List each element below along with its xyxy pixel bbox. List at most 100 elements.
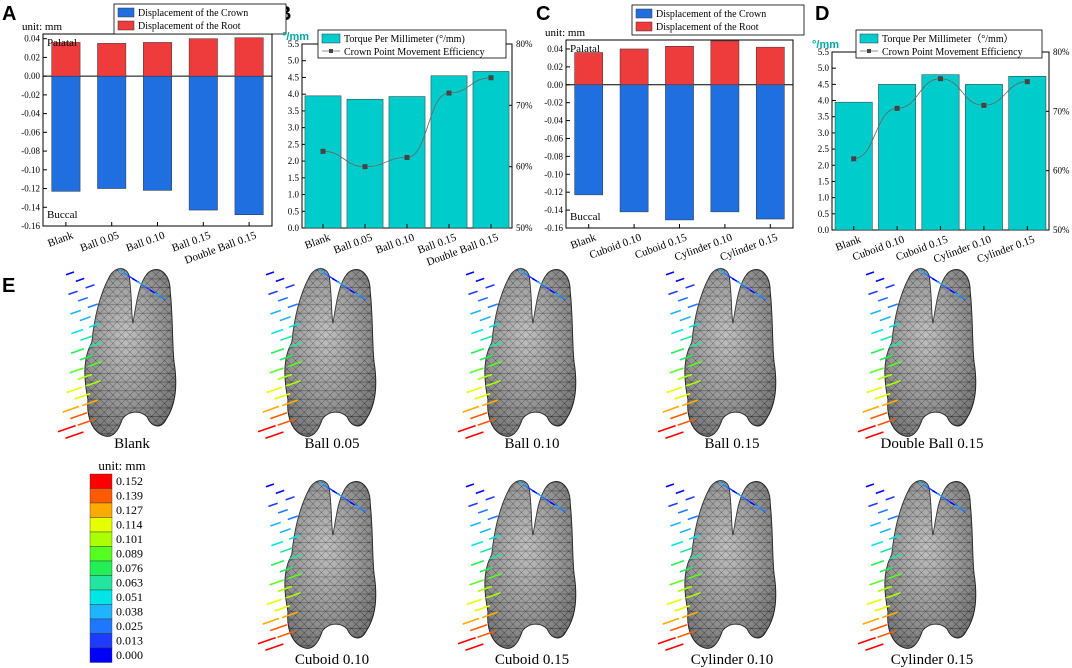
legend-box (317, 29, 507, 59)
displacement-arrow (462, 405, 480, 413)
displacement-arrow (866, 386, 883, 394)
y-tick-label: 0.5 (288, 206, 300, 216)
displacement-arrow (465, 483, 475, 488)
color-bar-legend: unit: mm0.1520.1390.1270.1140.1010.0890.… (89, 458, 146, 663)
y-tick-label: 2.5 (818, 144, 830, 154)
unit-label: unit: mm (22, 21, 62, 33)
bar-root (97, 43, 127, 77)
y-tick-label: -0.10 (21, 165, 40, 175)
y-tick-label: 4.5 (288, 72, 300, 82)
y2-tick-label: 60% (516, 162, 533, 172)
displacement-arrow (871, 328, 884, 335)
displacement-arrow (877, 508, 889, 514)
displacement-arrow (675, 489, 685, 495)
displacement-arrow (279, 354, 294, 361)
displacement-arrow (277, 418, 296, 426)
displacement-arrow (558, 507, 567, 513)
displacement-arrow (674, 392, 691, 400)
displacement-arrow (681, 399, 699, 407)
tooth-model: Ball 0.05 (257, 268, 377, 452)
tooth-model: Ball 0.10 (457, 268, 577, 452)
displacement-arrow (681, 611, 699, 619)
displacement-arrow (487, 303, 499, 309)
chart-b: 0.0 0.5 1.0 1.5 2.0 2.5 3.0 3.5 4.0 4.5 5.0 5.5 50% 6… (282, 29, 533, 269)
y-tick-label: -0.04 (544, 116, 563, 126)
y-tick-label: -0.02 (21, 90, 40, 100)
panel-letter-c: C (536, 3, 550, 25)
displacement-arrow (558, 295, 567, 301)
displacement-arrow (670, 560, 685, 567)
chart-d: 0.0 0.5 1.0 1.5 2.0 2.5 3.0 3.5 4.0 4.5 5.0 5.5 50% 6… (812, 29, 1070, 266)
displacement-arrow (85, 284, 95, 289)
buccal-label: Buccal (570, 211, 601, 223)
y-tick-label: 0.02 (547, 62, 563, 72)
displacement-arrow (869, 367, 884, 374)
y-tick-label: -0.16 (21, 221, 40, 231)
displacement-arrow (857, 636, 876, 645)
displacement-arrow (477, 508, 489, 514)
displacement-arrow (689, 553, 703, 560)
x-tick-label: Ball 0.10 (374, 231, 416, 256)
colorbar-value: 0.025 (116, 619, 143, 633)
legend-entry: Crown Point Movement Efficiency (344, 47, 485, 58)
y-tick-label: 1.5 (818, 176, 830, 186)
displacement-arrow (477, 373, 493, 381)
displacement-arrow (77, 296, 89, 302)
displacement-arrow (74, 392, 91, 400)
legend-box (631, 4, 805, 36)
palatal-label: Palatal (570, 43, 600, 55)
y-tick-label: -0.16 (544, 223, 563, 233)
displacement-arrow (880, 547, 893, 553)
displacement-arrow (469, 367, 484, 374)
colorbar-value: 0.013 (116, 634, 143, 648)
displacement-arrow (471, 540, 484, 547)
tooth-mesh (684, 480, 777, 649)
displacement-arrow (489, 341, 503, 348)
colorbar-value: 0.114 (116, 518, 143, 532)
displacement-arrow (887, 360, 903, 368)
tooth-model: Cuboid 0.15 (457, 480, 577, 668)
unit-label: unit: mm (545, 27, 585, 39)
bar-crown (665, 84, 694, 221)
displacement-arrow (865, 483, 875, 488)
displacement-arrow (481, 611, 499, 619)
displacement-arrow (85, 380, 101, 387)
bar-root (188, 38, 218, 77)
tooth-mesh (884, 480, 977, 649)
displacement-arrow (457, 636, 476, 645)
displacement-arrow (280, 335, 293, 341)
bar-torque (304, 95, 342, 229)
y-tick-label: 0.0 (818, 225, 830, 235)
efficiency-point (446, 90, 452, 96)
displacement-arrow (68, 290, 78, 296)
displacement-arrow (470, 348, 485, 355)
displacement-arrow (269, 624, 288, 632)
displacement-arrow (477, 418, 496, 426)
displacement-arrow (674, 604, 691, 612)
displacement-arrow (79, 316, 91, 322)
y-tick-label: 0.04 (547, 44, 563, 54)
displacement-arrow (677, 296, 689, 302)
displacement-arrow (958, 507, 967, 513)
displacement-arrow (468, 290, 478, 296)
displacement-arrow (671, 328, 684, 335)
displacement-arrow (257, 636, 276, 645)
displacement-arrow (881, 399, 899, 407)
y-tick-label: 4.0 (818, 96, 830, 106)
displacement-arrow (668, 502, 678, 508)
palatal-label: Palatal (47, 37, 77, 49)
legend-point (867, 49, 871, 53)
tooth-mesh (484, 268, 577, 437)
displacement-arrow (666, 598, 683, 606)
bar-crown (710, 84, 740, 213)
displacement-arrow (665, 271, 675, 276)
displacement-arrow (670, 348, 685, 355)
legend-swatch (635, 21, 653, 32)
displacement-arrow (665, 643, 684, 652)
y-tick-label: 1.0 (288, 190, 300, 200)
colorbar-value: 0.063 (116, 576, 143, 590)
displacement-arrow (75, 277, 85, 283)
displacement-arrow (687, 360, 703, 368)
displacement-arrow (80, 335, 93, 341)
y-tick-label: 3.5 (288, 106, 300, 116)
